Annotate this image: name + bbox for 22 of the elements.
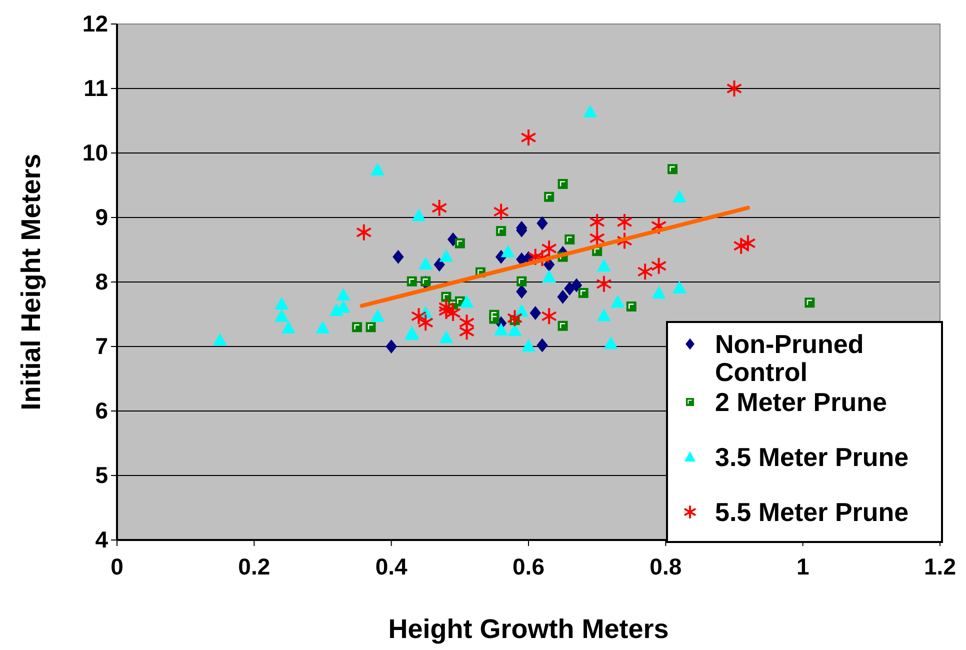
legend-label: Non-Pruned Control	[715, 329, 864, 387]
x-tick-label: 0.4	[375, 553, 408, 580]
x-tick-label: 0.2	[238, 553, 270, 580]
x-tick-label: 0.6	[512, 553, 544, 580]
y-tick-label: 10	[82, 139, 108, 166]
legend-label: 3.5 Meter Prune	[715, 442, 909, 472]
legend-label: 2 Meter Prune	[715, 387, 887, 417]
y-tick-label: 12	[82, 10, 108, 36]
x-tick-label: 1	[796, 553, 810, 580]
x-tick-label: 0	[110, 553, 124, 580]
y-tick-label: 6	[95, 397, 108, 424]
y-tick-label: 11	[84, 74, 108, 101]
y-tick-label: 9	[95, 204, 108, 230]
y-tick-label: 5	[95, 462, 108, 488]
x-tick-label: 0.8	[650, 553, 682, 580]
y-axis-title: Initial Height Meters	[16, 154, 46, 410]
x-axis-title: Height Growth Meters	[388, 614, 669, 644]
y-tick-label: 8	[95, 268, 108, 294]
x-tick-label: 1.2	[924, 553, 956, 580]
y-tick-label: 4	[95, 526, 108, 552]
legend-label: 5.5 Meter Prune	[715, 497, 909, 527]
y-tick-label: 7	[95, 332, 108, 359]
